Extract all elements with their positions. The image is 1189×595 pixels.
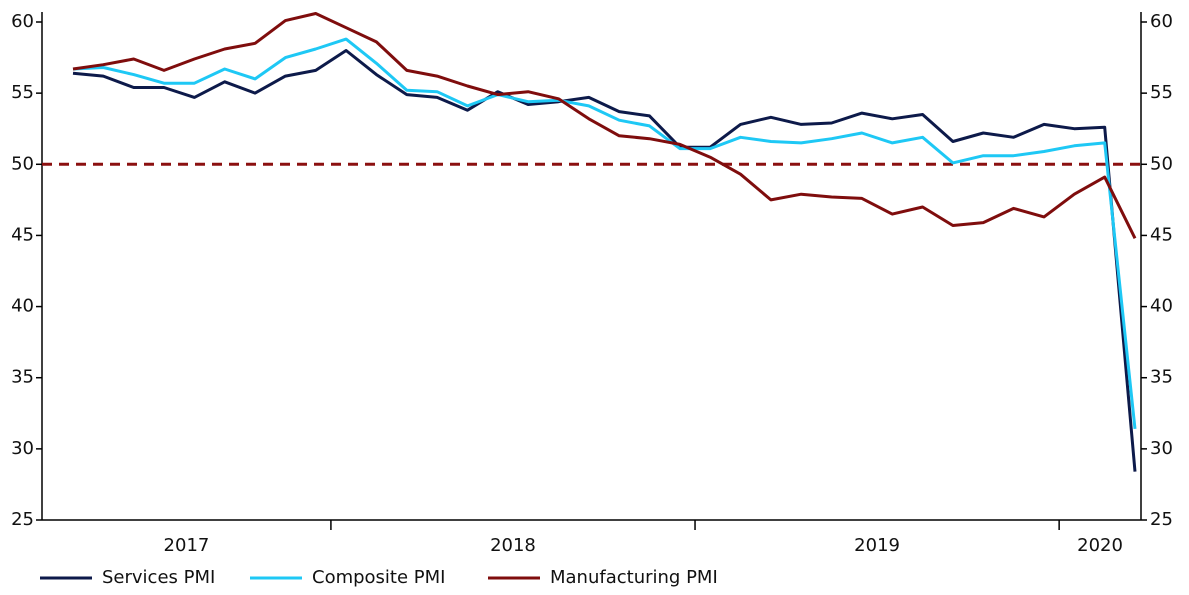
y2-tick-label: 50 xyxy=(1150,153,1173,174)
x-tick-label: 2018 xyxy=(490,535,536,556)
y2-tick-label: 45 xyxy=(1150,224,1173,245)
y2-tick-label: 55 xyxy=(1150,82,1173,103)
y-tick-label: 45 xyxy=(11,224,34,245)
y-tick-label: 60 xyxy=(11,11,34,32)
series-line xyxy=(72,49,1137,472)
y2-tick-label: 35 xyxy=(1150,367,1173,388)
x-tick-label: 2017 xyxy=(164,535,210,556)
legend-label: Services PMI xyxy=(102,567,215,588)
y2-tick-label: 60 xyxy=(1150,11,1173,32)
legend-label: Composite PMI xyxy=(312,567,445,588)
x-tick-label: 2020 xyxy=(1077,535,1123,556)
y2-tick-label: 40 xyxy=(1150,296,1173,317)
y-tick-label: 35 xyxy=(11,367,34,388)
series-line xyxy=(72,37,1137,430)
y-tick-label: 25 xyxy=(11,509,34,530)
series-line xyxy=(72,12,1137,239)
y2-tick-label: 25 xyxy=(1150,509,1173,530)
x-tick-label: 2019 xyxy=(854,535,900,556)
y-tick-label: 30 xyxy=(11,438,34,459)
y2-tick-label: 30 xyxy=(1150,438,1173,459)
y-tick-label: 40 xyxy=(11,296,34,317)
y-tick-label: 55 xyxy=(11,82,34,103)
y-tick-label: 50 xyxy=(11,153,34,174)
legend-label: Manufacturing PMI xyxy=(550,567,718,588)
